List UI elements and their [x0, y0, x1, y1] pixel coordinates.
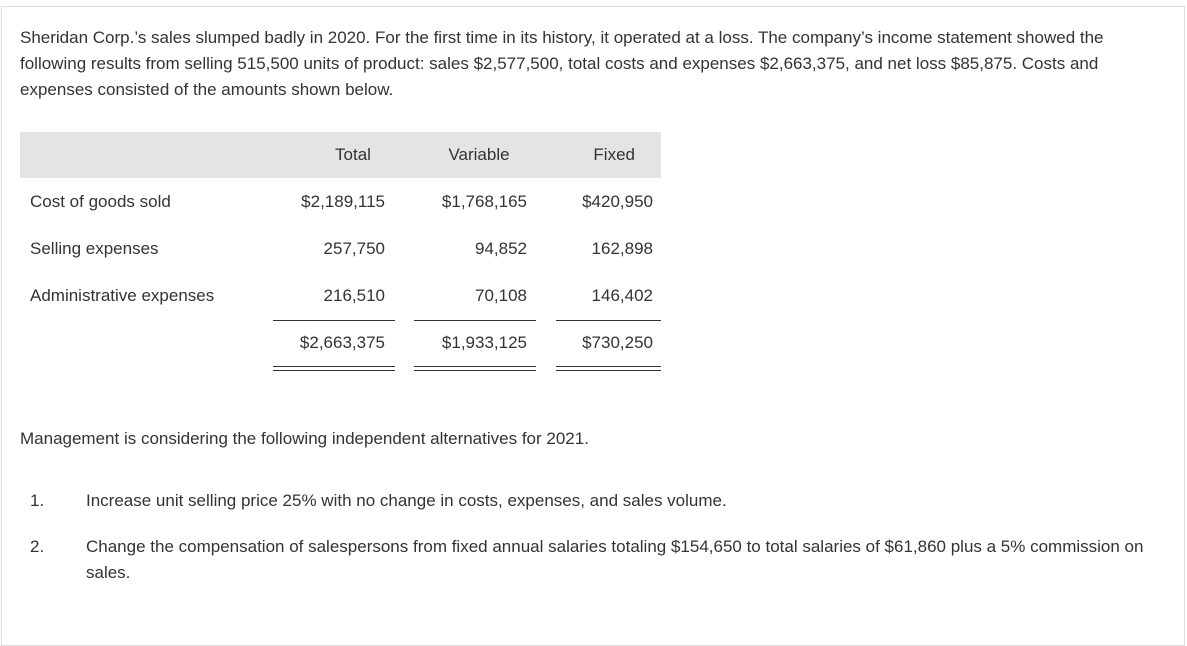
- cell-total: 257,750: [323, 238, 385, 258]
- cell-fixed: 146,402: [591, 285, 653, 305]
- list-item: 2. Change the compensation of salesperso…: [20, 534, 1170, 586]
- management-paragraph: Management is considering the following …: [20, 429, 589, 448]
- subtotal-rule-total: [273, 320, 395, 321]
- totals-label: [20, 319, 273, 366]
- cell-variable: 94,852: [475, 238, 527, 258]
- cell-variable: $1,768,165: [441, 191, 527, 211]
- header-total: Total: [273, 132, 393, 178]
- table-row: Cost of goods sold $2,189,115 $1,768,165…: [20, 178, 661, 225]
- table-row: Administrative expenses 216,510 70,108 1…: [20, 272, 661, 319]
- costs-table: Total Variable Fixed Cost of goods sold …: [20, 132, 661, 366]
- header-fixed: Fixed: [535, 132, 661, 178]
- cell-total: $2,189,115: [301, 191, 385, 211]
- alternatives-list: 1. Increase unit selling price 25% with …: [20, 488, 1170, 606]
- row-label: Administrative expenses: [30, 285, 215, 305]
- cell-total: 216,510: [323, 285, 385, 305]
- cell-fixed: $420,950: [582, 191, 653, 211]
- header-variable: Variable: [393, 132, 535, 178]
- subtotal-rule-variable: [414, 320, 536, 321]
- list-item-number: 2.: [30, 537, 45, 556]
- list-item-number: 1.: [30, 491, 45, 510]
- cell-fixed: 162,898: [591, 238, 653, 258]
- list-item: 1. Increase unit selling price 25% with …: [20, 488, 1170, 514]
- intro-paragraph: Sheridan Corp.’s sales slumped badly in …: [20, 28, 1104, 99]
- total-double-rule-total: [273, 366, 395, 371]
- row-label: Cost of goods sold: [30, 191, 171, 211]
- total-double-rule-fixed: [556, 366, 661, 371]
- table-header-row: Total Variable Fixed: [20, 132, 661, 178]
- cell-variable: 70,108: [475, 285, 527, 305]
- total-variable: $1,933,125: [441, 332, 527, 352]
- total-double-rule-variable: [414, 366, 536, 371]
- totals-row: $2,663,375 $1,933,125 $730,250: [20, 319, 661, 366]
- table-row: Selling expenses 257,750 94,852 162,898: [20, 225, 661, 272]
- header-label: [20, 132, 273, 178]
- row-label: Selling expenses: [30, 238, 159, 258]
- total-total: $2,663,375: [299, 332, 385, 352]
- list-item-text: Increase unit selling price 25% with no …: [86, 491, 727, 510]
- subtotal-rule-fixed: [556, 320, 661, 321]
- list-item-text: Change the compensation of salespersons …: [86, 537, 1144, 582]
- total-fixed: $730,250: [582, 332, 653, 352]
